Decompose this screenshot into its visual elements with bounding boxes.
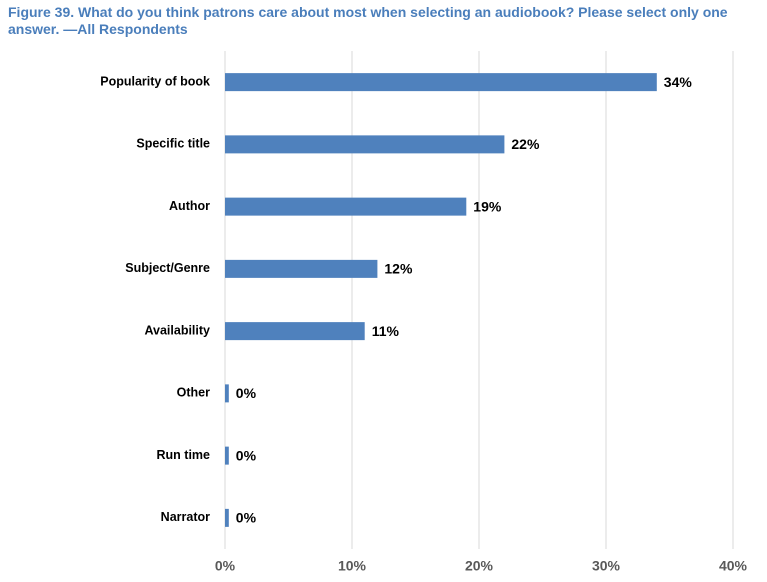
x-tick-label: 40% xyxy=(719,558,748,574)
y-tick-label: Author xyxy=(169,199,210,213)
value-label: 34% xyxy=(664,74,693,90)
value-label: 11% xyxy=(372,323,400,339)
bar xyxy=(225,508,229,527)
y-tick-label: Other xyxy=(177,386,210,400)
y-tick-label: Specific title xyxy=(136,137,210,151)
y-tick-label: Availability xyxy=(144,323,210,337)
bar xyxy=(225,197,467,216)
value-label: 0% xyxy=(236,510,257,526)
value-label: 12% xyxy=(384,261,413,277)
y-tick-label: Subject/Genre xyxy=(125,261,210,275)
bar xyxy=(225,259,378,278)
value-label: 0% xyxy=(236,385,257,401)
x-tick-label: 10% xyxy=(338,558,367,574)
bar xyxy=(225,446,229,465)
value-label: 0% xyxy=(236,447,257,463)
chart-title: Figure 39. What do you think patrons car… xyxy=(8,4,728,37)
bar xyxy=(225,322,365,341)
bar xyxy=(225,73,657,92)
x-tick-label: 30% xyxy=(592,558,621,574)
value-label: 22% xyxy=(511,136,540,152)
x-tick-label: 0% xyxy=(215,558,236,574)
y-tick-label: Run time xyxy=(157,448,211,462)
y-tick-label: Narrator xyxy=(161,510,210,524)
value-label: 19% xyxy=(473,198,502,214)
bar xyxy=(225,384,229,403)
y-tick-label: Popularity of book xyxy=(100,74,210,88)
x-tick-label: 20% xyxy=(465,558,494,574)
bar xyxy=(225,135,505,154)
